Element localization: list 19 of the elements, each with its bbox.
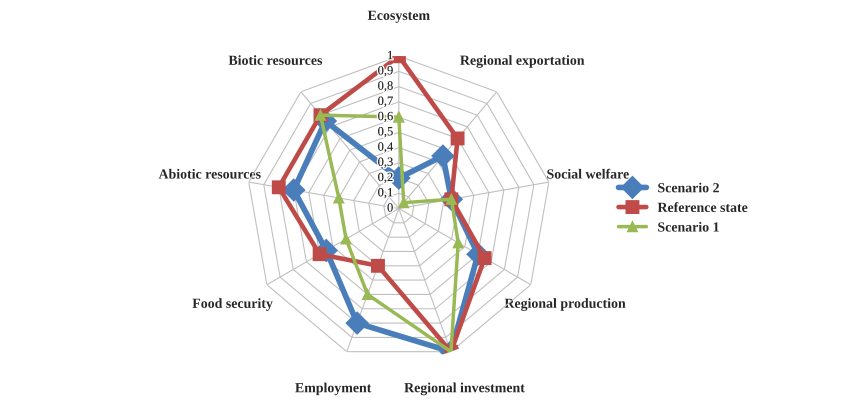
spoke-label: Regional investment [404,382,525,396]
y-tick-label: 0 [387,203,393,212]
legend-label: Reference state [658,202,748,212]
spoke-label: Food security [192,298,273,311]
spoke-label: Social welfare [547,168,629,179]
spoke-label: Biotic resources [228,55,322,65]
y-tick-label: 1 [388,50,393,60]
y-tick-label: 0,4 [378,142,394,152]
spoke-label: Regional exportation [460,55,584,68]
legend-label: Scenario 2 [658,182,719,192]
legend-label: Scenario 1 [658,222,719,232]
spoke-label: Ecosystem [368,10,430,23]
y-tick-label: 0,5 [378,127,393,138]
y-tick-label: 0,7 [378,96,393,107]
spoke-label: Regional production [504,298,626,311]
spoke-label: Employment [295,382,372,396]
y-tick-label: 0,8 [378,81,393,92]
spoke-label: Abiotic resources [158,168,261,179]
y-tick-label: 0,1 [378,188,393,198]
